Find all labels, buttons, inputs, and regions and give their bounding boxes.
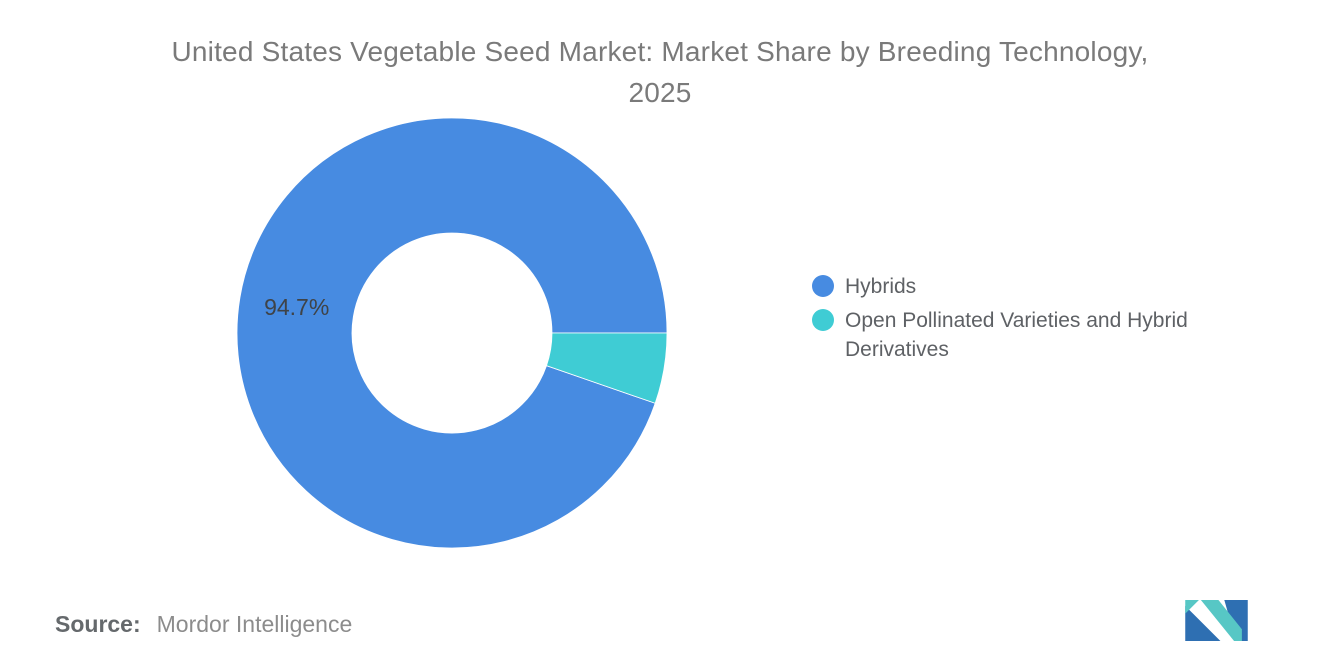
legend-marker-hybrids-icon: [812, 275, 834, 297]
legend-item-open-pollinated: Open Pollinated Varieties and Hybrid Der…: [812, 306, 1235, 364]
donut-chart: 94.7%: [236, 117, 668, 549]
donut-slice-2: [546, 332, 668, 404]
donut-slice-1: [236, 117, 668, 549]
source-value: Mordor Intelligence: [156, 611, 353, 637]
legend-label-open-pollinated: Open Pollinated Varieties and Hybrid Der…: [845, 309, 1188, 361]
mordor-intelligence-logo-icon: [1185, 600, 1248, 641]
legend-marker-open-pollinated-icon: [812, 309, 834, 331]
chart-title-line2: 2025: [628, 76, 692, 108]
chart-title: United States Vegetable Seed Market: Mar…: [60, 31, 1260, 113]
chart-title-line1: United States Vegetable Seed Market: Mar…: [171, 35, 1149, 67]
source-label: Source:: [55, 611, 141, 637]
legend-label-hybrids: Hybrids: [845, 275, 917, 298]
source-line: Source: Mordor Intelligence: [55, 611, 352, 638]
chart-legend: Hybrids Open Pollinated Varieties and Hy…: [812, 272, 1235, 364]
slice-data-label: 94.7%: [264, 294, 329, 320]
legend-item-hybrids: Hybrids: [812, 272, 1235, 301]
